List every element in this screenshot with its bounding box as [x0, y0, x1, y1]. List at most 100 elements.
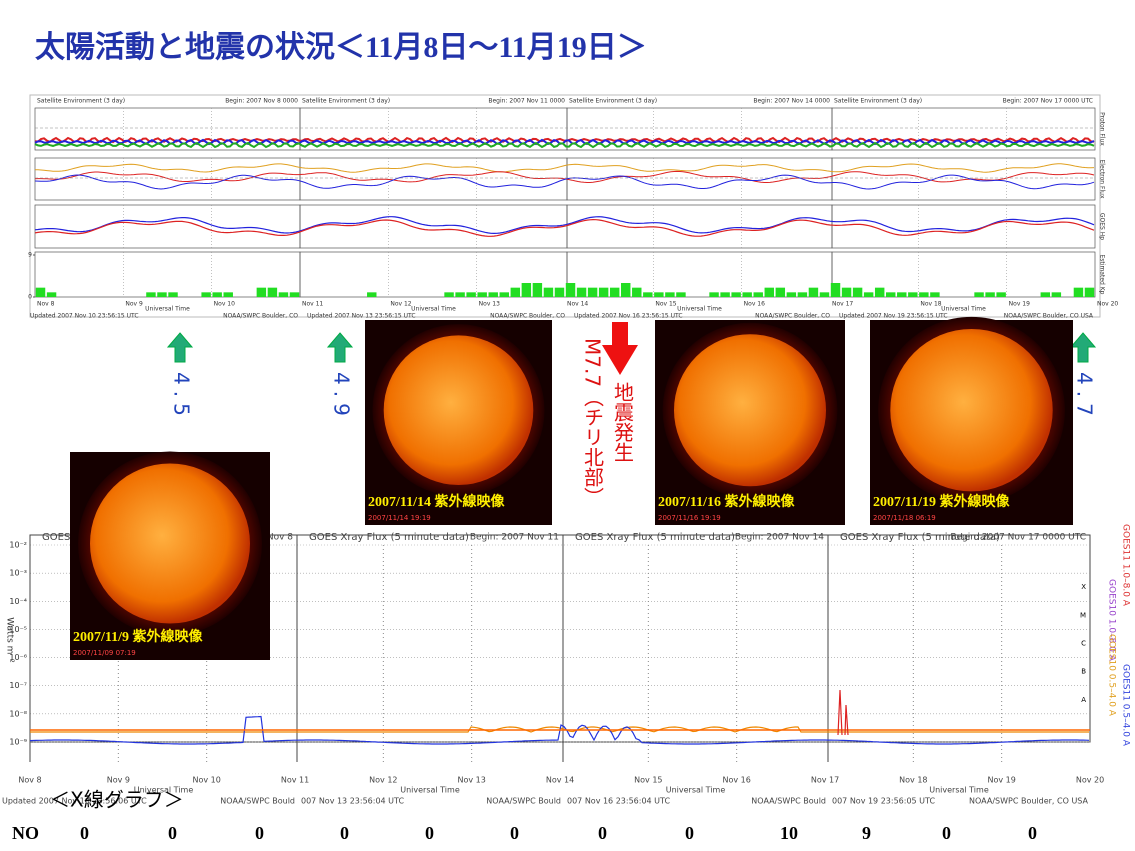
xray-begin: Begin: 2007 Nov 17 0000 UTC [950, 533, 1086, 543]
x-label: Nov 13 [479, 301, 500, 308]
x-label: Nov 14 [546, 776, 574, 785]
kp-bar [775, 287, 786, 297]
x-label: Nov 11 [281, 776, 309, 785]
kp-bar [46, 292, 57, 297]
y-tick-label: 10⁻⁹ [9, 738, 27, 747]
trace [34, 138, 1095, 146]
legend-entry: GOES10 1.0–8.0 A [1107, 579, 1117, 662]
x-label: Nov 16 [722, 776, 750, 785]
trace [34, 141, 1095, 149]
plot-frame [831, 107, 1096, 151]
kp-bar [532, 283, 543, 297]
x-label: Nov 9 [107, 776, 130, 785]
kp-bar [488, 292, 498, 297]
kp-bar [919, 292, 929, 297]
count-value: 0 [340, 823, 349, 843]
x-label: Nov 12 [369, 776, 397, 785]
trace [34, 174, 1095, 190]
quake-and-sun: 4.5 4.9 4.7 M7.7（チリ北部） 地震発生 2007/11/14 紫外線映像 2… [70, 316, 1097, 660]
footer: NOAA/SWPC Bould [751, 797, 826, 806]
footer: NOAA/SWPC Boulder, CO USA [969, 797, 1089, 806]
kp-bar [1040, 292, 1051, 297]
sun-caption: 2007/11/16 紫外線映像 [658, 493, 796, 510]
sun-disk [674, 334, 826, 487]
x-title: Universal Time [666, 786, 726, 795]
trace [30, 726, 1089, 733]
trace [35, 163, 1095, 173]
kp-bar [709, 292, 719, 297]
y-tick-label: 10⁻² [9, 541, 27, 550]
arrow-up [166, 332, 194, 363]
sun-caption: 2007/11/9 紫外線映像 [73, 628, 204, 645]
panel-frame [29, 94, 1101, 318]
kp-bar [444, 292, 454, 297]
sun-caption: 2007/11/19 紫外線映像 [873, 493, 1011, 510]
kp-bar [830, 283, 841, 297]
kp-bar [808, 287, 819, 297]
kp-bar [367, 292, 377, 297]
x-label: Nov 12 [390, 301, 411, 308]
panel-header: Satellite Environment (3 day) [37, 98, 125, 105]
kp-bar [996, 292, 1006, 297]
xray-begin: Begin: 2007 Nov 11 [470, 533, 559, 543]
counts-row: NO 0 0 0 0 0 0 0 0 10 9 0 0 [12, 823, 1037, 843]
kp-bar [609, 287, 620, 297]
kp-bar [499, 292, 509, 297]
kp-bar [256, 287, 267, 297]
xray-panel: 10⁻² 10⁻³ 10⁻⁴ 10⁻⁵ 10⁻⁶ 10⁻⁷ 10⁻⁸ 10⁻⁹ X M C B A Wat… [2, 524, 1131, 805]
kp-bar [985, 292, 995, 297]
arrow-up [326, 332, 354, 363]
quake-magnitude: 4.9 [330, 372, 354, 422]
sun-disk [383, 335, 534, 486]
kp-bar [908, 292, 918, 297]
trace [29, 715, 1090, 745]
kp-bar [157, 292, 167, 297]
x-label: Nov 15 [634, 776, 662, 785]
sun-stamp: 2007/11/16 19:19 [658, 514, 721, 522]
plot-frame [831, 251, 1096, 298]
count-value: 0 [598, 823, 607, 843]
footer: Updated 2007 Nov 10 23:56:06 UTC [2, 797, 147, 806]
sun-disk [890, 329, 1053, 492]
xray-header: GOES Xray Flux (5 minute data) [840, 532, 1000, 543]
x-label: Nov 10 [192, 776, 220, 785]
sun-stamp: 2007/11/14 19:19 [368, 514, 431, 522]
trace [34, 216, 1095, 235]
kp-bar [852, 287, 863, 297]
kp-bar [598, 287, 609, 297]
count-value: 0 [1028, 823, 1037, 843]
kp-bar [587, 287, 598, 297]
kp-bar [576, 287, 587, 297]
legend-entry: GOES11 1.0–8.0 A [1121, 524, 1131, 607]
row-label: Estimated Kp [1099, 255, 1106, 295]
kp-bar [554, 287, 565, 297]
kp-bar [819, 292, 830, 297]
arrow-down [602, 322, 638, 375]
x-label: Nov 18 [920, 301, 941, 308]
y-tick-label: 10⁻⁴ [9, 597, 27, 606]
kp-bar [742, 292, 752, 297]
kp-bar [621, 283, 631, 297]
footer: Updated 2007 Nov 16 23:56:15 UTC [574, 313, 683, 320]
kp-bar [35, 287, 46, 297]
x-label: Nov 10 [214, 301, 235, 308]
y-title: Watts m⁻² [5, 617, 15, 663]
kp-bar [886, 292, 896, 297]
x-label: Nov 8 [18, 776, 41, 785]
row-label: Proton Flux [1099, 112, 1106, 146]
count-value: 9 [862, 823, 871, 843]
kp-bar [543, 287, 554, 297]
x-label: Nov 20 [1076, 776, 1104, 785]
footer: NOAA/SWPC Boulder, CO [223, 313, 298, 320]
sun-caption: 2007/11/14 紫外線映像 [368, 493, 506, 510]
kp-bar [841, 287, 852, 297]
footer: Updated 2007 Nov 13 23:56:15 UTC [307, 313, 416, 320]
kp-bar [267, 287, 278, 297]
x-label: Nov 15 [655, 301, 676, 308]
footer: 007 Nov 19 23:56:05 UTC [832, 797, 935, 806]
kp-bar [477, 292, 487, 297]
x-label: Nov 14 [567, 301, 588, 308]
x-title: Universal Time [411, 306, 456, 313]
caption: ＜X線グラフ＞ [50, 788, 184, 812]
quake-big: M7.7（チリ北部） [581, 338, 605, 507]
